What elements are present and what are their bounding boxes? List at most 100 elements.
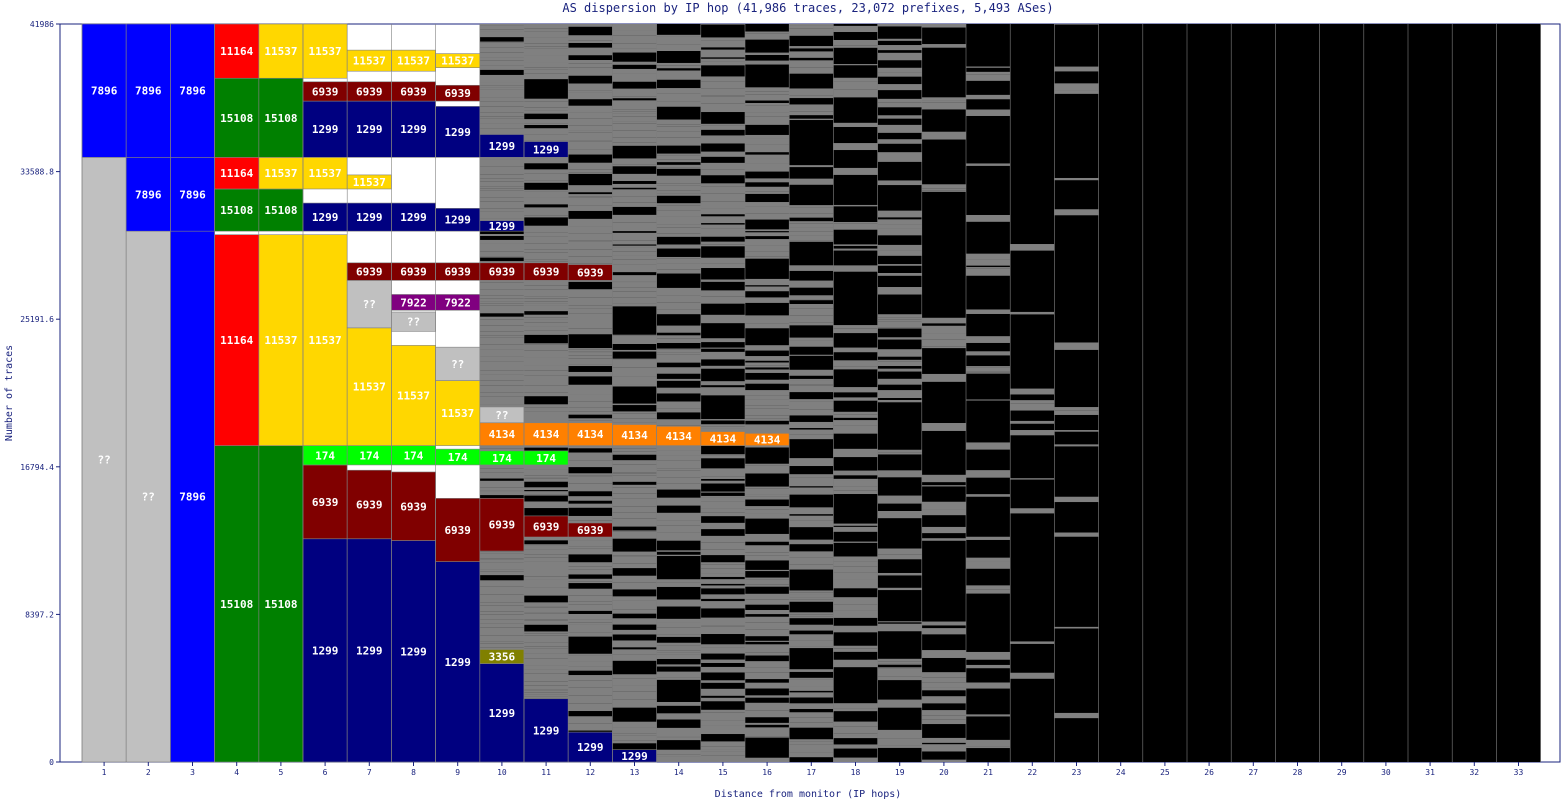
hop-19-minor-slice [877, 115, 922, 119]
y-tick-label: 16794.4 [20, 463, 54, 472]
x-tick-label: 6 [323, 768, 328, 777]
hop-13-minor-slice [612, 551, 657, 556]
hop-11-minor-slice [524, 407, 569, 412]
y-tick-label: 33588.8 [20, 168, 54, 177]
hop-12-minor-slice [568, 256, 613, 264]
hop-13-minor-slice [612, 247, 657, 252]
hop-14-minor-slice [656, 256, 701, 259]
hop-15-minor-slice [700, 419, 745, 421]
hop-16-minor-slice [745, 506, 790, 510]
hop-13-minor-slice [612, 600, 657, 610]
hop-15-minor-slice [700, 501, 745, 509]
x-tick-label: 23 [1072, 768, 1082, 777]
hop-17-minor-slice [789, 409, 834, 416]
hop-16-minor-slice [745, 202, 790, 207]
hop-11-minor-slice [524, 29, 569, 32]
hop-13-minor-slice [612, 582, 657, 590]
bar-hop-12-77 [567, 731, 613, 763]
bar-label-hop-5-19: 11537 [264, 45, 297, 58]
hop-17-minor-slice [789, 337, 834, 341]
hop-10-minor-slice [479, 301, 524, 304]
hop-10-minor-slice [479, 65, 524, 70]
hop-13-minor-slice [612, 649, 657, 655]
hop-17-minor-slice [789, 624, 834, 631]
bar-label-hop-2-4: 7896 [135, 85, 162, 98]
hop-16-minor-slice [745, 256, 790, 259]
hop-19-minor-slice [877, 452, 922, 455]
hop-13-minor-slice [612, 130, 657, 138]
hop-15-minor-slice [700, 241, 745, 245]
hop-10-minor-slice [479, 279, 524, 283]
hop-17-minor-slice [789, 421, 834, 429]
hop-15-minor-slice [700, 224, 745, 229]
hop-13-minor-slice [612, 609, 657, 614]
hop-16-minor-slice [745, 695, 790, 698]
x-tick-label: 33 [1514, 768, 1524, 777]
hop-15-minor-slice [700, 426, 745, 429]
bar-hop-4-10 [214, 188, 260, 232]
hop-20-minor-slice [921, 501, 966, 510]
hop-14-minor-slice [656, 387, 701, 394]
hop-11-minor-slice [524, 404, 569, 408]
hop-18-minor-slice [833, 39, 878, 46]
hop-19-minor-slice [877, 587, 922, 591]
hop-18-minor-slice [833, 541, 878, 543]
hop-23-minor-slice [1054, 532, 1099, 537]
hop-13-minor-slice [612, 158, 657, 165]
hop-23-minor-slice [1054, 496, 1099, 503]
hop-17-minor-slice [789, 692, 834, 698]
hop-12-minor-slice [568, 703, 613, 712]
hop-22-minor-slice [1010, 244, 1055, 251]
bar-label-hop-9-54: 11537 [441, 407, 474, 420]
hop-18-minor-slice [833, 360, 878, 367]
hop-10-minor-slice [479, 211, 524, 219]
hop-12-minor-slice [568, 661, 613, 667]
hop-11-minor-slice [524, 189, 569, 192]
hop-13-minor-slice [612, 35, 657, 44]
hop-13-minor-slice [612, 240, 657, 245]
bar-label-hop-7-36: 11537 [353, 176, 386, 189]
hop-12-minor-slice [568, 196, 613, 198]
hop-19-minor-slice [877, 152, 922, 161]
hop-18-minor-slice [833, 566, 878, 573]
hop-20-minor-slice [921, 526, 966, 534]
bar-label-hop-10-69: 1299 [489, 220, 516, 233]
hop-20-minor-slice [921, 97, 966, 101]
hop-16-minor-slice [745, 315, 790, 324]
hop-10-minor-slice [479, 282, 524, 290]
hop-21-minor-slice [966, 746, 1011, 749]
hop-13-minor-slice [612, 563, 657, 569]
hop-12-minor-slice [568, 280, 613, 282]
hop-10-minor-slice [479, 298, 524, 302]
x-axis-label: Distance from monitor (IP hops) [715, 789, 902, 800]
hop-19-minor-slice [877, 228, 922, 236]
y-tick-label: 41986 [30, 20, 54, 29]
hop-13-minor-slice [612, 464, 657, 473]
bar-hop-10-62 [479, 663, 525, 763]
hop-20-minor-slice [921, 317, 966, 324]
hop-10-minor-slice [479, 361, 524, 371]
hop-11-minor-slice [524, 296, 569, 299]
hop-14-minor-slice [656, 93, 701, 102]
hop-12-minor-slice [568, 289, 613, 298]
hop-14-minor-slice [656, 349, 701, 353]
hop-14-minor-slice [656, 124, 701, 127]
bar-label-hop-5-15: 11537 [264, 334, 297, 347]
hop-11-minor-slice [524, 326, 569, 331]
hop-12-minor-slice [568, 604, 613, 611]
bar-hop-9-51 [435, 561, 481, 763]
hop-16-minor-slice [745, 345, 790, 351]
hop-16-minor-slice [745, 33, 790, 40]
hop-10-minor-slice [479, 256, 524, 258]
hop-23-minor-slice [1054, 342, 1099, 350]
hop-13-minor-slice [612, 287, 657, 292]
hop-18-minor-slice [833, 757, 878, 762]
hop-16-minor-slice [745, 444, 790, 448]
hop-16-minor-slice [745, 552, 790, 556]
hop-13-minor-slice [612, 493, 657, 499]
hop-16-minor-slice [745, 661, 790, 668]
bar-label-hop-9-52: 6939 [444, 524, 471, 537]
hop-20-minor-slice [921, 131, 966, 140]
hop-21-minor-slice [966, 561, 1011, 569]
hop-16-minor-slice [745, 297, 790, 303]
